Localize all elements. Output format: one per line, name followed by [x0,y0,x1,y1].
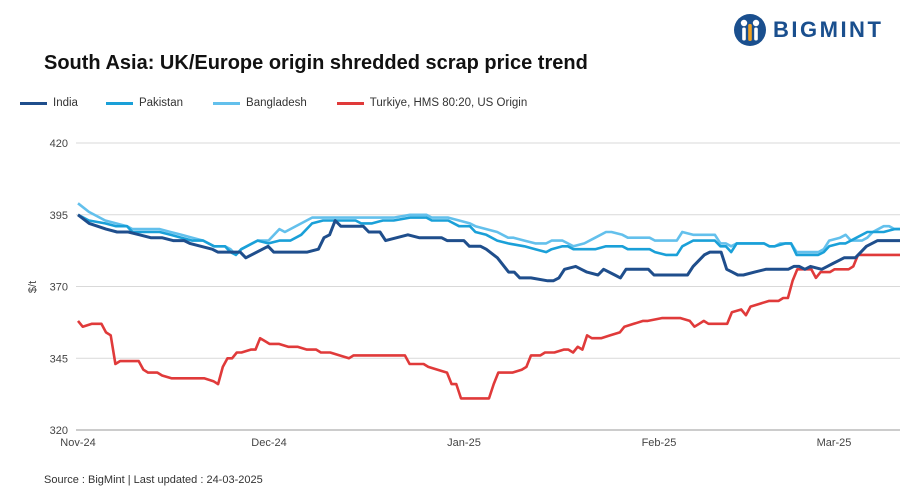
line-chart: 320 345 370 395 420 Nov-24 Dec-24 Jan-25 Feb-25 M… [27,138,900,449]
series-lines [76,202,900,400]
series-line-pakistan [77,213,900,257]
y-tick-label: 320 [50,425,68,437]
source-note: Source : BigMint | Last updated : 24-03-… [44,474,263,486]
chart-legend: India Pakistan Bangladesh Turkiye, HMS 80:2… [20,95,527,111]
legend-swatch [105,101,133,105]
series-line-india [77,213,900,283]
logo-text: BIGMINT [773,17,884,42]
legend-item: Turkiye, HMS 80:20, US Origin [336,97,528,109]
bigmint-logo: BIGMINT [733,12,883,48]
chart-title: South Asia: UK/Europe origin shredded sc… [44,52,588,74]
legend-item: Bangladesh [213,97,307,109]
y-tick-label: 370 [50,282,68,294]
legend-label: Pakistan [138,97,184,109]
grid-lines [76,142,900,431]
legend-swatch [213,101,241,105]
legend-swatch [336,101,364,105]
x-tick-label: Dec-24 [251,437,286,449]
x-tick-label: Mar-25 [817,437,852,449]
legend-swatch [20,101,47,105]
legend-item: India [20,97,78,109]
legend-label: Turkiye, HMS 80:20, US Origin [369,97,528,109]
bigmint-people-icon [734,14,766,46]
axis-labels: 320 345 370 395 420 Nov-24 Dec-24 Jan-25 Feb-25 M… [50,138,852,449]
y-axis-title: $/t [27,281,39,293]
legend-label: Bangladesh [246,97,307,109]
legend-item: Pakistan [105,97,184,109]
y-tick-label: 420 [50,138,68,150]
y-tick-label: 395 [50,210,68,222]
x-tick-label: Jan-25 [447,437,481,449]
x-tick-label: Feb-25 [642,437,677,449]
legend-label: India [53,97,78,109]
y-tick-label: 345 [50,353,68,365]
x-tick-label: Nov-24 [60,437,95,449]
series-line-turkiye-hms-80-20-us-origin [76,253,900,400]
